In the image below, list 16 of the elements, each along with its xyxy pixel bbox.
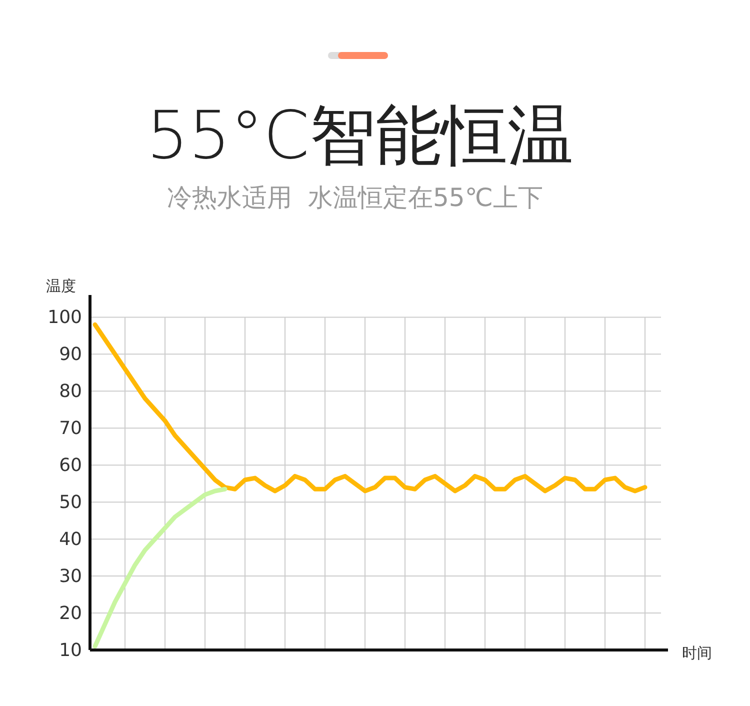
chart-subtitle: 冷热水适用 水温恒定在55℃上下 <box>167 183 543 212</box>
line-series <box>92 486 228 649</box>
y-tick-label: 70 <box>59 418 82 439</box>
y-tick-label: 60 <box>59 454 82 476</box>
y-axis-title: 温度 <box>46 277 76 295</box>
chart-title: 55°C智能恒温 <box>146 97 574 174</box>
y-tick-label: 20 <box>59 602 82 624</box>
y-tick-label: 100 <box>48 306 82 328</box>
y-tick-label: 90 <box>59 344 82 365</box>
y-tick-label: 40 <box>59 528 82 550</box>
x-axis-title: 时间 <box>682 644 712 662</box>
y-tick-label: 30 <box>59 566 82 587</box>
line-series <box>92 322 648 494</box>
y-tick-label: 10 <box>59 640 82 661</box>
y-tick-label: 50 <box>59 492 82 513</box>
y-tick-label: 80 <box>59 380 82 402</box>
